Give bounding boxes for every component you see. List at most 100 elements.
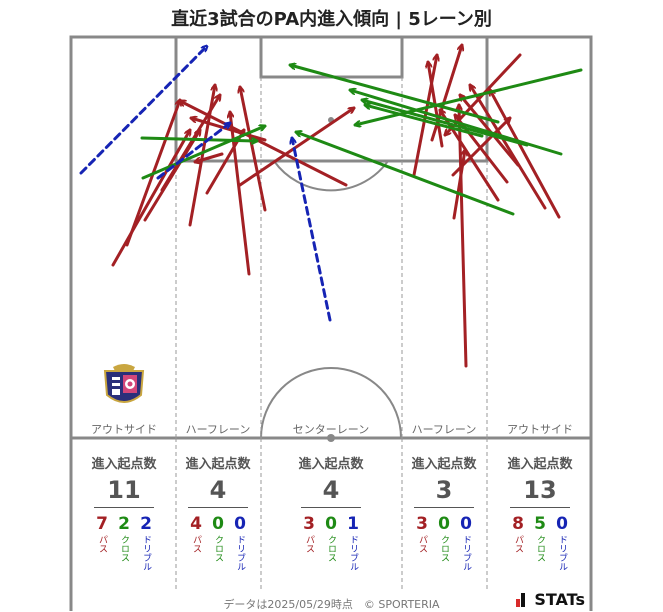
stat-total-4: 13 [523,476,557,504]
chart-title: 直近3試合のPA内進入傾向 | 5レーン別 [171,9,492,30]
stat-divider-2 [301,507,361,508]
dribble-type-label: ドリブル [348,535,358,571]
penalty-arc [273,160,389,192]
arrow-pass-21 [452,150,465,220]
stat-total-3: 3 [435,476,453,504]
pass-count-value: 3 [416,514,428,534]
arrow-cross-1 [140,136,259,141]
cross-count-value: 0 [212,514,224,534]
arrow-dribble-1 [156,123,230,180]
lane-label-2: センターレーン [292,423,370,436]
pass-count-value: 4 [190,514,202,534]
cross-count-4: 5 クロス [531,514,549,571]
arrow-pass-0 [111,130,190,267]
brand-text: STATs [534,590,585,609]
dribble-count-value: 2 [140,514,152,534]
dribble-count-value: 0 [234,514,246,534]
pass-count-value: 3 [303,514,315,534]
pass-count-4: 8 パス [509,514,527,571]
cross-count-1: 0 クロス [209,514,227,571]
stat-total-0: 11 [107,476,141,504]
lane-dividers [175,77,488,590]
entry-arrows [79,45,583,368]
pass-count-3: 3 パス [413,514,431,571]
cross-count-value: 5 [534,514,546,534]
cross-count-2: 0 クロス [322,514,340,571]
arrow-pass-22 [455,115,509,184]
dribble-type-label: ドリブル [557,535,567,571]
stat-divider-3 [414,507,474,508]
pass-count-2: 3 パス [300,514,318,571]
pass-count-1: 4 パス [187,514,205,571]
brand-logo: STATs [516,590,585,609]
cross-type-label: クロス [326,535,336,562]
arrow-pass-10 [191,118,267,142]
cross-count-0: 2 クロス [115,514,133,571]
stat-breakdown-1: 4 パス 0 クロス 0 ドリブル [168,514,268,571]
dribble-count-1: 0 ドリブル [231,514,249,571]
pass-type-label: パス [417,535,427,553]
footer-note: データは2025/05/29時点 © SPORTERIA [223,598,440,611]
stat-total-2: 4 [322,476,340,504]
arrow-cross-4 [290,65,500,124]
stat-total-1: 4 [209,476,227,504]
arrow-dribble-0 [79,46,207,175]
arrow-pass-4 [188,85,215,227]
dribble-count-0: 2 ドリブル [137,514,155,571]
center-spot [327,434,335,442]
cross-type-label: クロス [535,535,545,562]
stat-header-2: 進入起点数 [298,457,364,472]
pass-count-value: 8 [512,514,524,534]
pass-type-label: パス [513,535,523,553]
dribble-count-value: 0 [556,514,568,534]
cross-type-label: クロス [439,535,449,562]
stats-logo-icon [516,592,530,607]
cross-count-value: 0 [438,514,450,534]
arrow-pass-11 [195,152,224,162]
stat-breakdown-0: 7 パス 2 クロス 2 ドリブル [74,514,174,571]
pass-type-label: パス [304,535,314,553]
pass-type-label: パス [191,535,201,553]
arrow-cross-6 [365,105,484,138]
stat-divider-4 [510,507,570,508]
stat-header-1: 進入起点数 [185,457,251,472]
stat-header-3: 進入起点数 [411,457,477,472]
dribble-type-label: ドリブル [141,535,151,571]
pass-count-value: 7 [96,514,108,534]
goal-area [259,35,404,79]
stat-header-4: 進入起点数 [507,457,573,472]
stat-header-0: 進入起点数 [91,457,157,472]
arrow-cross-3 [355,68,583,125]
dribble-count-value: 1 [347,514,359,534]
stat-breakdown-4: 8 パス 5 クロス 0 ドリブル [490,514,590,571]
arrow-cross-2 [296,132,515,216]
dribble-count-3: 0 ドリブル [457,514,475,571]
arrow-cross-7 [362,100,529,147]
cross-count-value: 0 [325,514,337,534]
pass-count-0: 7 パス [93,514,111,571]
arrow-pass-7 [180,99,348,187]
arrow-pass-18 [412,55,437,177]
arrow-cross-0 [141,126,265,180]
arrow-pass-6 [240,87,267,212]
arrow-dribble-2 [292,138,332,322]
lane-label-1: ハーフレーン [185,423,251,436]
dribble-count-4: 0 ドリブル [553,514,571,571]
pass-type-label: パス [97,535,107,553]
dribble-type-label: ドリブル [235,535,245,571]
cross-type-label: クロス [119,535,129,562]
stat-breakdown-2: 3 パス 0 クロス 1 ドリブル [281,514,381,571]
cross-type-label: クロス [213,535,223,562]
stat-divider-0 [94,507,154,508]
club-crest-icon [103,364,145,403]
lane-label-0: アウトサイド [91,423,157,436]
dribble-type-label: ドリブル [461,535,471,571]
arrow-pass-16 [470,85,547,210]
cross-count-3: 0 クロス [435,514,453,571]
center-circle [260,367,402,439]
dribble-count-value: 0 [460,514,472,534]
dribble-count-2: 1 ドリブル [344,514,362,571]
arrow-pass-8 [238,108,354,187]
lane-label-3: ハーフレーン [411,423,477,436]
